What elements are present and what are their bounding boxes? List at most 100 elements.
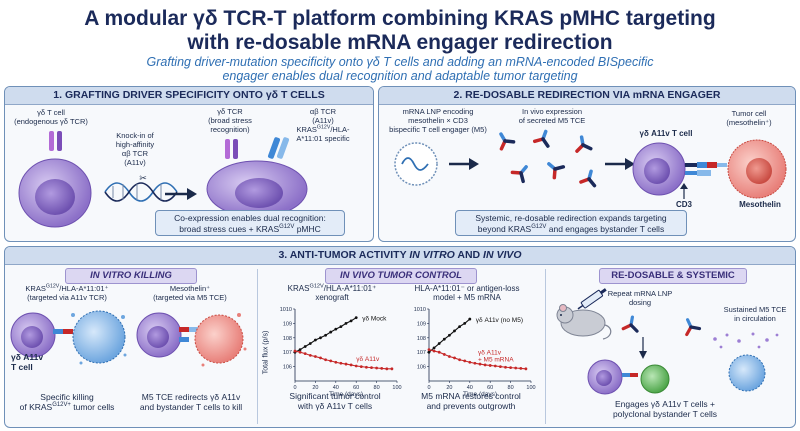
panel-grafting: 1. GRAFTING DRIVER SPECIFICITY ONTO γδ T… xyxy=(4,86,374,242)
x-tick-label: 100 xyxy=(392,385,401,391)
data-point xyxy=(303,345,307,348)
data-point xyxy=(314,355,317,358)
cd3-label: CD3 xyxy=(675,200,692,209)
data-point xyxy=(298,348,302,352)
ab-tcr-label: αβ TCR (A11v) KRASG12V/HLA- A*11:01 spec… xyxy=(296,107,350,143)
data-point xyxy=(514,366,518,370)
y-tick-label: 108 xyxy=(417,336,426,342)
y-tick-label: 106 xyxy=(417,365,426,371)
data-point xyxy=(448,355,451,358)
y-tick-label: 107 xyxy=(417,350,426,356)
data-point xyxy=(334,327,338,331)
data-point xyxy=(504,365,507,369)
data-point xyxy=(324,358,327,362)
data-point xyxy=(390,367,394,371)
data-point xyxy=(380,366,384,370)
x-tick-label: 80 xyxy=(508,385,514,391)
data-point xyxy=(339,325,343,328)
data-point xyxy=(463,322,467,325)
gd-tcell-icon xyxy=(18,131,92,228)
invitro-cell-label: γδ A11v T cell xyxy=(11,352,44,372)
invivo-chart-2: 106 107 108 109 1010 0 20 40 60 80 100 Time (days) γ… xyxy=(414,307,536,398)
data-point xyxy=(478,362,482,366)
y-tick-label: 109 xyxy=(283,321,292,327)
data-point xyxy=(308,342,312,345)
invivo-head: IN VIVO TUMOR CONTROL xyxy=(325,268,477,284)
data-point xyxy=(453,356,456,360)
invivo-caption1: Significant tumor control with γδ A11v T… xyxy=(289,391,381,411)
data-point xyxy=(463,359,467,363)
data-point xyxy=(524,367,528,371)
page-title-line1: A modular γδ TCR-T platform combining KR… xyxy=(84,7,716,30)
data-point xyxy=(308,353,312,357)
data-point xyxy=(324,333,327,337)
gd-tcr-label: γδ TCR (broad stress recognition) xyxy=(208,107,252,134)
arrow-right-icon xyxy=(605,158,635,170)
x-axis-label: Time (days) xyxy=(463,391,497,398)
panel-redosable: 2. RE-DOSABLE REDIRECTION VIA mRNA ENGAG… xyxy=(378,86,796,242)
x-tick-label: 80 xyxy=(374,385,380,391)
data-point xyxy=(432,349,436,353)
tcell-tumor-synapse-icon xyxy=(632,139,787,199)
x-tick-label: 60 xyxy=(487,385,493,391)
data-point xyxy=(458,358,461,362)
data-point xyxy=(293,349,297,353)
dna-scissors-icon: ✂ xyxy=(104,174,178,202)
data-point xyxy=(314,338,317,342)
data-point xyxy=(354,364,358,368)
redose-caption: Engages γδ A11v T cells + polyclonal bys… xyxy=(612,399,718,419)
invitro-caption1: Specific killing of KRASG12V+ tumor cell… xyxy=(19,392,115,412)
panel-antitumor: 3. ANTI-TUMOR ACTIVITY IN VITRO AND IN V… xyxy=(4,246,796,428)
data-point xyxy=(509,366,512,370)
data-point xyxy=(385,367,389,371)
data-point xyxy=(468,360,472,364)
mesothelin-label: Mesothelin xyxy=(739,200,781,209)
redose-head: RE-DOSABLE & SYSTEMIC xyxy=(599,268,747,284)
data-point xyxy=(334,360,338,364)
page-subtitle-line1: Grafting driver-mutation specificity ont… xyxy=(146,55,654,69)
series-label: γδ A11v xyxy=(478,349,502,356)
invivo-caption2: M5 mRNA restores control and prevents ou… xyxy=(421,391,521,411)
series-label: γδ Mock xyxy=(362,316,387,323)
panel-redosable-title: 2. RE-DOSABLE REDIRECTION VIA mRNA ENGAG… xyxy=(379,87,795,105)
y-tick-label: 1010 xyxy=(414,307,426,313)
data-point xyxy=(468,317,472,321)
data-point xyxy=(427,350,431,354)
invivo-chart-1: 106 107 108 109 1010 0 20 40 60 80 100 Time (days) γ… xyxy=(280,307,402,398)
x-tick-label: 100 xyxy=(526,385,535,391)
data-point xyxy=(427,348,431,352)
redosable-callout: Systemic, re-dosable redirection expands… xyxy=(455,210,687,236)
x-tick-label: 20 xyxy=(446,385,452,391)
y-tick-label: 106 xyxy=(283,365,292,371)
data-point xyxy=(370,366,373,370)
data-point xyxy=(349,319,353,323)
page-title-line2: with re-dosable mRNA engager redirection xyxy=(187,31,613,54)
data-point xyxy=(303,352,307,355)
data-point xyxy=(375,366,378,370)
data-point xyxy=(483,363,487,367)
x-tick-label: 0 xyxy=(427,385,430,391)
data-point xyxy=(473,361,477,365)
data-point xyxy=(437,350,441,354)
invitro-target1-label: KRASG12V/HLA-A*11:01⁺ (targeted via A11v… xyxy=(25,283,109,302)
secreted-tce-icon xyxy=(499,129,597,188)
cd3-arrow-icon xyxy=(680,183,688,199)
data-point xyxy=(453,329,456,333)
mrna-lnp-icon xyxy=(394,142,438,186)
repeat-dosing-label: Repeat mRNA LNP dosing xyxy=(607,289,673,307)
data-point xyxy=(493,364,497,368)
sustained-label: Sustained M5 TCE in circulation xyxy=(723,305,787,323)
x-tick-label: 20 xyxy=(312,385,318,391)
panel-grafting-title: 1. GRAFTING DRIVER SPECIFICITY ONTO γδ T… xyxy=(5,87,373,105)
invivo-ylabel: Total flux (p/s) xyxy=(262,330,270,375)
invitro-caption2: M5 TCE redirects γδ A11v and bystander T… xyxy=(139,392,243,412)
data-point xyxy=(344,362,348,366)
invitro-killing-a11v-icon xyxy=(10,310,127,365)
data-point xyxy=(298,350,302,354)
engaged-tcells-icon xyxy=(587,359,670,395)
data-point xyxy=(519,366,523,370)
arrow-right-icon xyxy=(165,188,197,200)
data-point xyxy=(442,337,446,341)
x-tick-label: 40 xyxy=(467,385,473,391)
y-tick-label: 107 xyxy=(283,350,292,356)
